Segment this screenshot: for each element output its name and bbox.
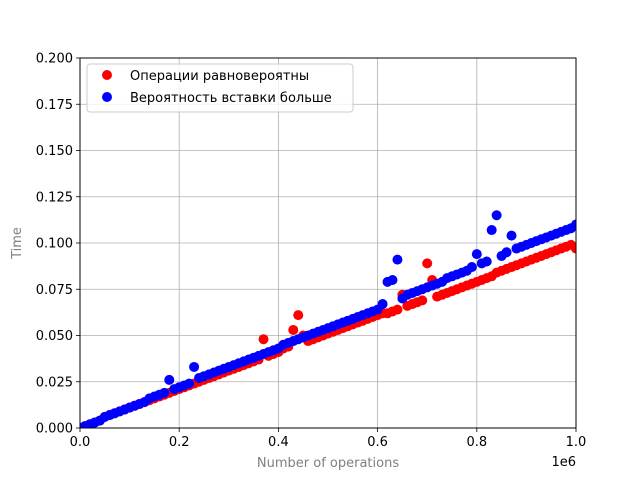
data-point	[491, 210, 502, 221]
data-point	[392, 304, 403, 315]
data-point	[387, 275, 398, 285]
x-tick-label: 0.8	[466, 435, 487, 450]
data-point	[293, 310, 304, 321]
data-point	[422, 258, 433, 269]
data-point	[571, 219, 576, 230]
axis-ticks: 0.0 0.2 0.4 0.6 0.8 1.0 0.000 0.025 0.050 0.075 0.…	[36, 52, 587, 451]
x-axis-title: Number of operations	[257, 456, 399, 471]
data-point	[471, 249, 482, 260]
y-tick-label: 0.025	[36, 375, 73, 390]
y-tick-label: 0.150	[36, 144, 73, 159]
legend-marker-series-2	[102, 92, 112, 102]
data-series	[80, 210, 576, 428]
x-tick-label: 0.2	[169, 435, 190, 450]
data-point	[486, 225, 497, 236]
legend-marker-series-1	[102, 70, 112, 80]
y-tick-label: 0.125	[36, 190, 73, 205]
x-tick-label: 0.6	[367, 435, 388, 450]
series-2-points	[80, 210, 576, 428]
x-tick-label: 1.0	[566, 435, 587, 450]
legend-label-series-2: Вероятность вставки больше	[130, 91, 332, 106]
legend-label-series-1: Операции равновероятны	[130, 69, 309, 84]
data-point	[501, 247, 512, 258]
data-point	[159, 387, 170, 398]
y-tick-label: 0.100	[36, 237, 73, 252]
y-tick-label: 0.175	[36, 98, 73, 113]
data-point	[184, 378, 195, 389]
data-point	[392, 254, 403, 265]
data-point	[466, 262, 477, 273]
data-point	[258, 334, 269, 345]
x-axis-offset-label: 1e6	[551, 455, 576, 470]
data-point	[189, 361, 200, 372]
data-point	[506, 230, 517, 241]
data-point	[288, 324, 299, 335]
y-tick-label: 0.075	[36, 283, 73, 298]
data-point	[571, 243, 576, 254]
data-point	[164, 374, 175, 385]
data-point	[417, 295, 428, 306]
y-tick-label: 0.000	[36, 422, 73, 437]
x-tick-label: 0.0	[70, 435, 91, 450]
legend: Операции равновероятны Вероятность встав…	[86, 63, 354, 113]
data-point	[377, 299, 388, 310]
y-tick-label: 0.200	[36, 52, 73, 67]
x-tick-label: 0.4	[268, 435, 289, 450]
legend-box	[86, 63, 354, 113]
y-tick-label: 0.050	[36, 329, 73, 344]
data-point	[481, 256, 492, 267]
y-axis-title: Time	[10, 227, 25, 260]
